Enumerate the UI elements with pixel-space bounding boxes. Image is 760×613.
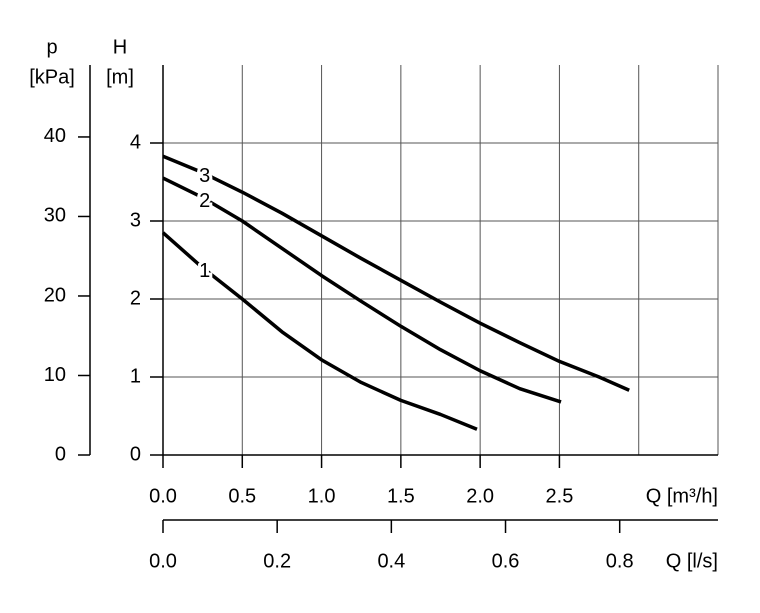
curve (161, 231, 478, 431)
x-tick-label: 2.5 (546, 485, 574, 507)
x2-axis-label: Q [l/s] (666, 550, 718, 572)
x-tick-label: 0.5 (228, 485, 256, 507)
y2-tick-label: 40 (44, 125, 66, 147)
y2-tick-label: 20 (44, 284, 66, 306)
curve-label: 3 (199, 165, 210, 187)
x2-tick-label: 0.0 (149, 550, 177, 572)
x-tick-label: 1.0 (308, 485, 336, 507)
curve (162, 176, 562, 404)
x2-tick-label: 0.6 (492, 550, 520, 572)
x-tick-label: 2.0 (466, 485, 494, 507)
y-tick-label: 2 (130, 287, 141, 309)
x2-tick-label: 0.4 (377, 550, 405, 572)
x2-tick-label: 0.2 (263, 550, 291, 572)
x-axis-label: Q [m³/h] (646, 485, 718, 507)
y-tick-label: 1 (130, 365, 141, 387)
y2-tick-label: 10 (44, 364, 66, 386)
y-axis-symbol: H (113, 36, 127, 58)
curve-label: 1 (199, 260, 210, 282)
y2-axis-unit: [kPa] (29, 66, 75, 88)
curve-label: 2 (199, 190, 210, 212)
y-tick-label: 3 (130, 209, 141, 231)
y-tick-label: 0 (130, 443, 141, 465)
y2-axis-symbol: p (46, 36, 57, 58)
y-tick-label: 4 (130, 131, 141, 153)
y2-tick-label: 0 (55, 443, 66, 465)
x-tick-label: 0.0 (149, 485, 177, 507)
x2-tick-label: 0.8 (606, 550, 634, 572)
y-axis-unit: [m] (106, 66, 134, 88)
curve (162, 154, 630, 392)
x-tick-label: 1.5 (387, 485, 415, 507)
y2-tick-label: 30 (44, 205, 66, 227)
